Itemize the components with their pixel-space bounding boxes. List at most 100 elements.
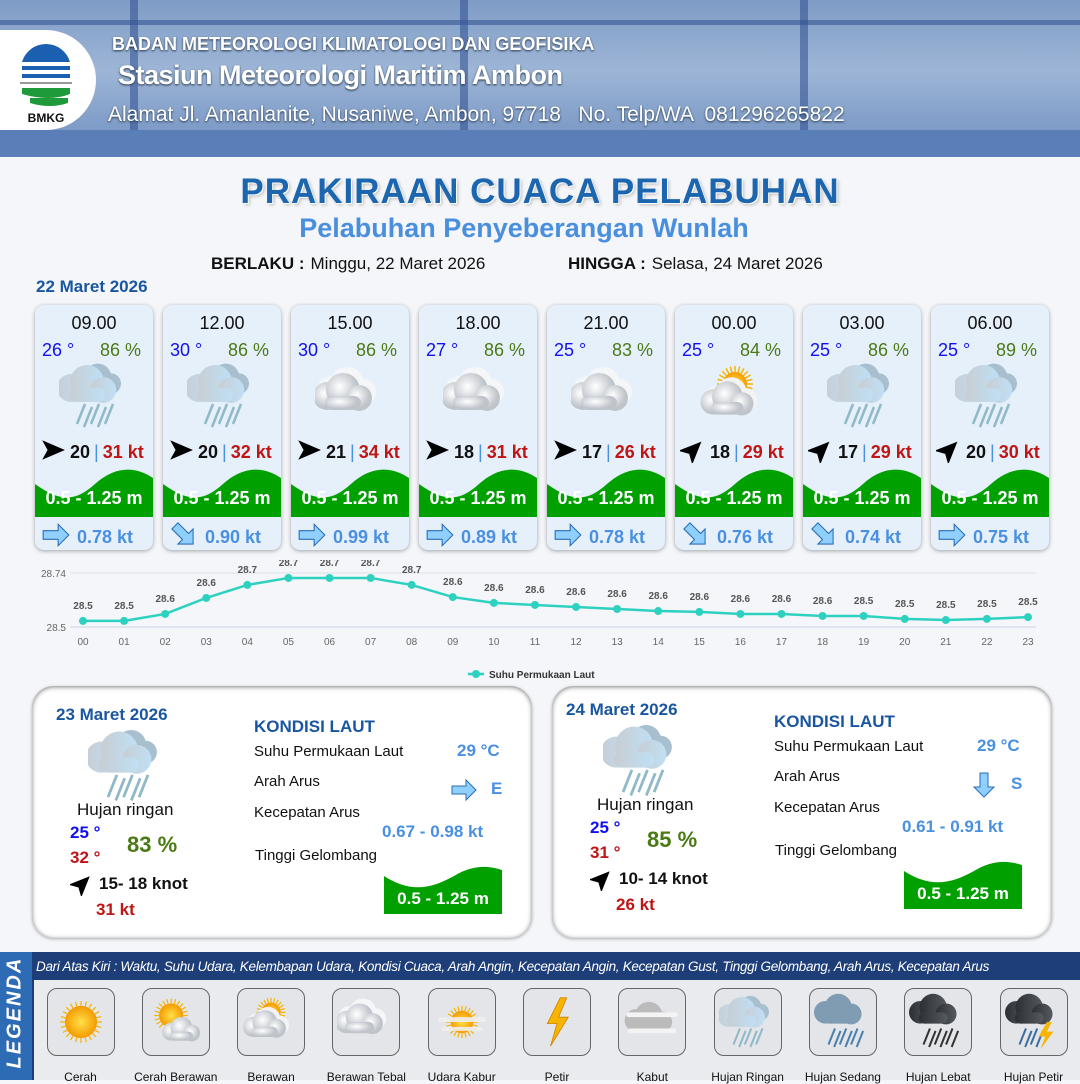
data-point xyxy=(448,593,457,602)
data-point xyxy=(941,616,950,625)
temp-min: 25 ° xyxy=(70,823,101,842)
x-tick: 02 xyxy=(160,637,172,648)
x-tick: 03 xyxy=(201,637,213,648)
data-point xyxy=(79,616,87,625)
legend-item: Hujan Ringan xyxy=(700,988,795,1084)
hujan-ringan-icon xyxy=(57,360,131,432)
current-direction-icon xyxy=(970,771,998,804)
air-temperature: 25 ° xyxy=(810,340,843,360)
legend-item: Hujan Sedang xyxy=(795,988,890,1084)
data-label: 28.7 xyxy=(402,565,422,576)
legend-item: Berawan xyxy=(224,988,319,1084)
forecast-card: 15.00 30 ° 86 % 0.5 - 1.25 m 21 | 34 kt 0.… xyxy=(291,305,409,550)
data-point xyxy=(325,573,334,582)
x-tick: 16 xyxy=(735,637,747,648)
separator: | xyxy=(862,442,867,462)
data-point xyxy=(613,605,622,613)
header-banner xyxy=(0,0,1080,157)
current-speed-label: Kecepatan Arus xyxy=(254,804,360,821)
data-label: 28.5 xyxy=(895,599,915,610)
day1-date: 22 Maret 2026 xyxy=(36,277,148,296)
x-tick: 14 xyxy=(653,637,665,648)
wave-shape xyxy=(291,462,409,517)
x-tick: 15 xyxy=(694,637,706,648)
x-tick: 20 xyxy=(899,637,911,648)
wind-direction-icon xyxy=(678,437,706,468)
gust-speed: 29 kt xyxy=(870,442,912,462)
wind-speed: 17 xyxy=(838,442,859,462)
forecast-time: 00.00 xyxy=(711,313,757,333)
current-speed: 0.74 kt xyxy=(845,527,902,547)
sst-line xyxy=(83,576,1029,623)
data-label: 28.5 xyxy=(854,596,874,607)
wind-direction-icon xyxy=(552,437,578,468)
gust-speed: 31 kt xyxy=(102,442,144,462)
data-point xyxy=(161,609,170,618)
data-point xyxy=(284,573,293,582)
page-title: PRAKIRAAN CUACA PELABUHAN xyxy=(240,172,840,211)
gust-speed: 26 kt xyxy=(616,895,655,914)
humidity: 86 % xyxy=(867,340,909,360)
data-label: 28.7 xyxy=(320,560,340,569)
data-label: 28.7 xyxy=(238,565,258,576)
current-direction-icon xyxy=(809,520,839,550)
separator: | xyxy=(606,442,611,462)
legend-item-label: Hujan Petir xyxy=(1003,1070,1064,1084)
current-dir: S xyxy=(1011,774,1023,793)
temp-min: 25 ° xyxy=(590,818,621,837)
berawan-tebal-icon xyxy=(313,360,387,432)
data-point xyxy=(120,616,129,625)
data-point xyxy=(982,614,991,623)
forecast-time: 12.00 xyxy=(199,313,245,333)
wave-height: 0.5 - 1.25 m xyxy=(685,488,783,508)
condition: Hujan ringan xyxy=(77,800,174,819)
current-direction-icon xyxy=(553,520,583,550)
current-info: 0.78 kt xyxy=(553,520,645,550)
forecast-card: 21.00 25 ° 83 % 0.5 - 1.25 m 17 | 26 kt 0.… xyxy=(547,305,665,550)
x-tick: 23 xyxy=(1022,637,1034,648)
gust-speed: 31 kt xyxy=(96,900,135,919)
current-speed: 0.61 - 0.91 kt xyxy=(902,817,1004,836)
hujan-lebat-icon xyxy=(904,988,973,1056)
wave-height: 0.5 - 1.25 m xyxy=(429,488,527,508)
forecast-time: 21.00 xyxy=(583,313,629,333)
separator: | xyxy=(478,442,483,462)
legend-item-label: Cerah xyxy=(64,1070,97,1084)
wind-direction-icon xyxy=(68,872,94,901)
separator: | xyxy=(94,442,99,462)
current-info: 0.78 kt xyxy=(41,520,133,550)
agency-name: BADAN METEOROLOGI KLIMATOLOGI DAN GEOFIS… xyxy=(112,34,595,54)
hujan-petir-icon xyxy=(999,988,1068,1056)
wind-info: 20 | 30 kt xyxy=(934,437,1048,468)
berawan-icon xyxy=(699,360,771,432)
wind-info: 17 | 29 kt xyxy=(806,437,920,468)
forecast-card: 03.00 25 ° 86 % 0.5 - 1.25 m 17 | 29 kt 0.… xyxy=(803,305,921,550)
temp-max: 31 ° xyxy=(590,843,621,862)
valid-to-date: Selasa, 24 Maret 2026 xyxy=(651,254,823,273)
forecast-time: 03.00 xyxy=(839,313,885,333)
data-label: 28.6 xyxy=(443,577,463,588)
forecast-card: 06.00 25 ° 89 % 0.5 - 1.25 m 20 | 30 kt 0.… xyxy=(931,305,1049,550)
data-label: 28.6 xyxy=(566,587,586,598)
data-label: 28.5 xyxy=(936,600,956,611)
data-point xyxy=(366,573,375,582)
current-direction-icon xyxy=(681,520,711,550)
x-tick: 21 xyxy=(940,637,952,648)
legend-item: Petir xyxy=(510,988,605,1084)
hujan-ringan-icon xyxy=(825,360,899,432)
data-label: 28.6 xyxy=(197,578,217,589)
wind-speed: 18 xyxy=(710,442,731,462)
wind-direction-icon xyxy=(424,437,450,468)
current-speed: 0.89 kt xyxy=(461,527,518,547)
current-speed: 0.78 kt xyxy=(77,527,134,547)
humidity: 86 % xyxy=(99,340,141,360)
y-tick: 28.5 xyxy=(47,623,67,634)
air-temperature: 30 ° xyxy=(170,340,203,360)
wave-shape xyxy=(931,462,1049,517)
current-speed: 0.78 kt xyxy=(589,527,646,547)
cerah-icon xyxy=(46,988,115,1056)
valid-from-date: Minggu, 22 Maret 2026 xyxy=(310,254,486,273)
x-tick: 12 xyxy=(570,637,582,648)
forecast-time: 06.00 xyxy=(967,313,1013,333)
legend-item-label: Petir xyxy=(544,1070,570,1084)
